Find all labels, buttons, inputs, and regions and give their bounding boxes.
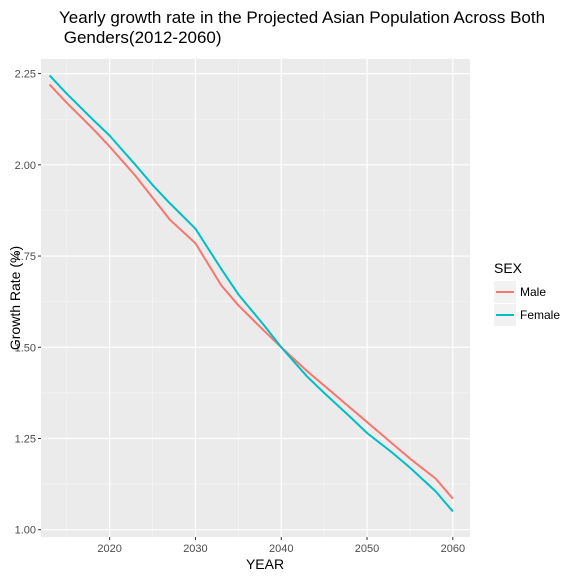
y-tick-label: 2.25 bbox=[15, 69, 36, 81]
legend: SEX Male Female bbox=[494, 260, 560, 326]
y-axis-ticks: 1.00 1.25 1.50 1.75 2.00 2.25 bbox=[15, 69, 41, 537]
x-tick-label: 2030 bbox=[183, 543, 207, 555]
x-tick-label: 2020 bbox=[97, 543, 121, 555]
y-tick-label: 1.25 bbox=[15, 433, 36, 445]
y-tick-label: 2.00 bbox=[15, 160, 36, 172]
x-tick-label: 2040 bbox=[269, 543, 293, 555]
y-tick-label: 1.50 bbox=[15, 342, 36, 354]
x-tick-label: 2050 bbox=[355, 543, 379, 555]
y-axis-title: Growth Rate (%) bbox=[7, 246, 23, 350]
x-axis-ticks: 2020 2030 2040 2050 2060 bbox=[97, 537, 465, 555]
legend-item-female: Female bbox=[494, 304, 560, 326]
chart-title-line-1: Yearly growth rate in the Projected Asia… bbox=[59, 8, 545, 27]
chart-title-line-2: Genders(2012-2060) bbox=[59, 28, 222, 47]
legend-label: Female bbox=[520, 308, 560, 322]
series-line-male bbox=[48, 83, 454, 500]
legend-title: SEX bbox=[494, 260, 523, 276]
y-tick-label: 1.75 bbox=[15, 251, 36, 263]
grid-lines bbox=[41, 59, 470, 537]
series-lines bbox=[48, 74, 454, 513]
x-axis-title: YEAR bbox=[246, 556, 284, 572]
x-tick-label: 2060 bbox=[441, 543, 465, 555]
y-tick-label: 1.00 bbox=[15, 525, 36, 537]
series-line-female bbox=[48, 74, 454, 513]
legend-items: Male Female bbox=[494, 281, 560, 326]
legend-label: Male bbox=[520, 285, 546, 299]
legend-item-male: Male bbox=[494, 281, 546, 303]
